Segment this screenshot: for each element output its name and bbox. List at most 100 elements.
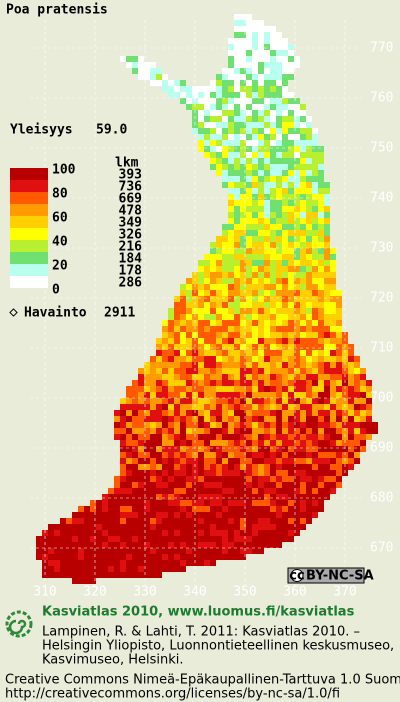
map-cell (282, 392, 288, 398)
map-cell (204, 560, 210, 566)
map-cell (270, 314, 276, 320)
map-cell (258, 194, 264, 200)
map-cell (270, 524, 276, 530)
map-cell (258, 446, 264, 452)
map-cell (252, 44, 258, 50)
map-cell (312, 308, 318, 314)
map-cell (78, 572, 84, 578)
map-cell (168, 458, 174, 464)
northing-label: 760 (370, 91, 393, 106)
map-cell (60, 572, 66, 578)
map-cell (210, 344, 216, 350)
map-cell (282, 110, 288, 116)
map-cell (354, 368, 360, 374)
map-cell (204, 350, 210, 356)
map-cell (276, 434, 282, 440)
map-cell (210, 458, 216, 464)
map-cell (240, 32, 246, 38)
map-cell (120, 410, 126, 416)
map-cell (240, 422, 246, 428)
map-cell (240, 416, 246, 422)
map-cell (288, 470, 294, 476)
map-cell (288, 506, 294, 512)
map-cell (288, 416, 294, 422)
map-cell (300, 152, 306, 158)
map-cell (330, 350, 336, 356)
map-cell (252, 356, 258, 362)
map-cell (300, 170, 306, 176)
map-cell (222, 476, 228, 482)
map-cell (270, 422, 276, 428)
map-cell (204, 284, 210, 290)
map-cell (126, 62, 132, 68)
map-cell (282, 122, 288, 128)
map-cell (330, 410, 336, 416)
map-cell (174, 476, 180, 482)
map-cell (156, 530, 162, 536)
map-cell (306, 458, 312, 464)
map-cell (114, 518, 120, 524)
map-cell (222, 368, 228, 374)
map-cell (252, 176, 258, 182)
map-cell (210, 92, 216, 98)
map-cell (246, 338, 252, 344)
map-cell (264, 86, 270, 92)
map-cell (228, 476, 234, 482)
map-cell (216, 284, 222, 290)
map-cell (228, 314, 234, 320)
map-cell (348, 362, 354, 368)
map-cell (300, 512, 306, 518)
map-cell (210, 332, 216, 338)
map-cell (252, 464, 258, 470)
map-cell (144, 452, 150, 458)
map-cell (120, 530, 126, 536)
map-cell (228, 50, 234, 56)
map-cell (150, 368, 156, 374)
map-cell (162, 458, 168, 464)
map-cell (282, 80, 288, 86)
map-cell (138, 482, 144, 488)
map-cell (324, 194, 330, 200)
map-cell (228, 554, 234, 560)
map-cell (246, 86, 252, 92)
map-cell (240, 440, 246, 446)
map-cell (210, 140, 216, 146)
map-cell (138, 410, 144, 416)
map-cell (198, 422, 204, 428)
map-cell (276, 344, 282, 350)
map-cell (138, 62, 144, 68)
map-cell (360, 368, 366, 374)
map-cell (270, 128, 276, 134)
map-cell (312, 272, 318, 278)
map-cell (240, 278, 246, 284)
map-cell (276, 470, 282, 476)
map-cell (150, 524, 156, 530)
map-cell (246, 542, 252, 548)
map-cell (84, 524, 90, 530)
map-cell (144, 428, 150, 434)
map-cell (282, 290, 288, 296)
map-cell (120, 518, 126, 524)
map-cell (276, 194, 282, 200)
map-cell (288, 524, 294, 530)
map-cell (186, 554, 192, 560)
map-cell (258, 356, 264, 362)
map-cell (234, 152, 240, 158)
map-cell (132, 476, 138, 482)
map-cell (132, 434, 138, 440)
map-cell (138, 518, 144, 524)
map-cell (120, 524, 126, 530)
map-cell (228, 74, 234, 80)
map-cell (294, 392, 300, 398)
map-cell (354, 458, 360, 464)
map-cell (288, 272, 294, 278)
map-cell (78, 518, 84, 524)
map-cell (294, 122, 300, 128)
map-cell (276, 356, 282, 362)
map-cell (72, 530, 78, 536)
map-cell (168, 410, 174, 416)
map-cell (252, 392, 258, 398)
map-cell (264, 386, 270, 392)
map-cell (222, 554, 228, 560)
map-cell (324, 266, 330, 272)
